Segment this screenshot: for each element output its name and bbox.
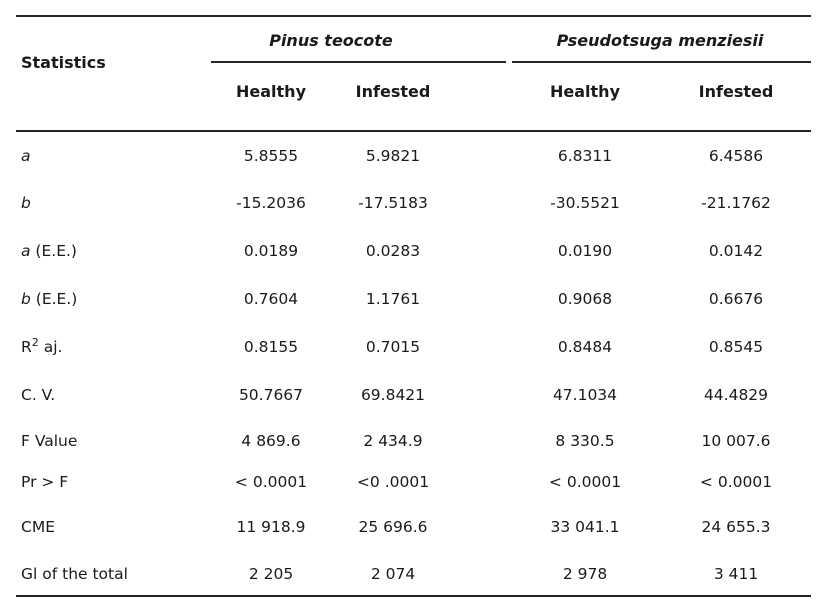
stat-label: F Value [21, 432, 78, 450]
subheader-pseudotsuga-infested: Infested [661, 63, 811, 132]
stat-label: a [21, 146, 31, 165]
stat-value: 2 434.9 [363, 432, 423, 450]
table-row-a-ee: a (E.E.) 0.0189 0.0283 0.0190 0.0142 [16, 227, 811, 275]
stat-label: Pr > F [21, 473, 69, 491]
stat-value: 25 696.6 [358, 518, 428, 536]
stat-value: < 0.0001 [548, 473, 622, 491]
stat-value: 0.7015 [365, 338, 421, 356]
table-row-b-ee: b (E.E.) 0.7604 1.1761 0.9068 0.6676 [16, 275, 811, 323]
stat-value: <0 .0001 [356, 473, 430, 491]
group-header-pinus-teocote: Pinus teocote [211, 16, 509, 63]
stat-label: R2 aj. [21, 335, 63, 356]
stat-value: 6.4586 [708, 146, 764, 165]
stat-label: b (E.E.) [21, 290, 78, 308]
stat-value: 0.8545 [708, 338, 764, 356]
stat-value: 11 918.9 [236, 518, 306, 536]
stat-label: C. V. [21, 386, 56, 404]
stat-value: 0.9068 [557, 290, 613, 308]
table-row-cme: CME 11 918.9 25 696.6 33 041.1 24 655.3 [16, 501, 811, 553]
stat-label: Gl of the total [21, 565, 128, 583]
stat-value: 6.8311 [557, 146, 613, 165]
subheader-pseudotsuga-healthy: Healthy [509, 63, 661, 132]
group-header-pseudotsuga-menziesii: Pseudotsuga menziesii [509, 16, 811, 63]
species-name-pseudotsuga-menziesii: Pseudotsuga menziesii [556, 30, 764, 50]
species-name-pinus-teocote: Pinus teocote [269, 30, 393, 50]
stat-value: < 0.0001 [234, 473, 308, 491]
table-row-f-value: F Value 4 869.6 2 434.9 8 330.5 10 007.6 [16, 419, 811, 463]
table-row-a: a 5.8555 5.9821 6.8311 6.4586 [16, 131, 811, 179]
stat-value: 69.8421 [360, 386, 426, 404]
stat-value: 0.8484 [557, 338, 613, 356]
table-body: a 5.8555 5.9821 6.8311 6.4586 b -15.2036… [16, 131, 811, 596]
stat-value: 2 074 [370, 565, 416, 583]
stat-value: -30.5521 [550, 194, 620, 212]
stat-label: b [21, 194, 31, 212]
stat-label: CME [21, 518, 55, 536]
stat-value: 8 330.5 [555, 432, 615, 450]
stat-value: 5.8555 [243, 146, 299, 165]
group-header-row: Statistics Pinus teocote Pseudotsuga men… [16, 16, 811, 132]
stat-value: 0.7604 [243, 290, 299, 308]
table-row-pr-f: Pr > F < 0.0001 <0 .0001 < 0.0001 < 0.00… [16, 463, 811, 501]
statistics-column-header: Statistics [16, 16, 211, 132]
stat-value: 2 205 [248, 565, 294, 583]
stat-value: 0.8155 [243, 338, 299, 356]
stat-value: 10 007.6 [701, 432, 771, 450]
stat-value: 3 411 [713, 565, 759, 583]
stat-value: -17.5183 [358, 194, 428, 212]
stat-value: 0.0190 [557, 242, 613, 260]
stat-value: 0.0142 [708, 242, 764, 260]
stat-value: -15.2036 [236, 194, 306, 212]
table-row-r2-adj: R2 aj. 0.8155 0.7015 0.8484 0.8545 [16, 323, 811, 371]
subheader-pinus-healthy: Healthy [211, 63, 331, 132]
table-header: Statistics Pinus teocote Pseudotsuga men… [16, 16, 811, 132]
stat-value: 50.7667 [238, 386, 304, 404]
stat-value: 4 869.6 [241, 432, 301, 450]
table-row-cv: C. V. 50.7667 69.8421 47.1034 44.4829 [16, 371, 811, 419]
subheader-pinus-infested: Infested [331, 63, 509, 132]
stat-value: 44.4829 [703, 386, 769, 404]
table-row-b: b -15.2036 -17.5183 -30.5521 -21.1762 [16, 179, 811, 227]
stat-value: 47.1034 [552, 386, 618, 404]
stat-value: 33 041.1 [550, 518, 620, 536]
stat-value: 0.6676 [708, 290, 764, 308]
stat-value: 1.1761 [365, 290, 421, 308]
stat-value: -21.1762 [701, 194, 771, 212]
statistics-table: Statistics Pinus teocote Pseudotsuga men… [16, 15, 811, 597]
table-row-gl-total: Gl of the total 2 205 2 074 2 978 3 411 [16, 553, 811, 596]
stat-value: 0.0189 [243, 242, 299, 260]
stat-label: a (E.E.) [21, 242, 77, 260]
stat-value: 0.0283 [365, 242, 421, 260]
statistics-header-label: Statistics [21, 53, 106, 72]
stat-value: 2 978 [562, 565, 608, 583]
subheader-row: Healthy Infested Healthy Infested [16, 63, 811, 132]
stat-value: 5.9821 [365, 146, 421, 165]
stat-value: 24 655.3 [701, 518, 771, 536]
stat-value: < 0.0001 [699, 473, 773, 491]
